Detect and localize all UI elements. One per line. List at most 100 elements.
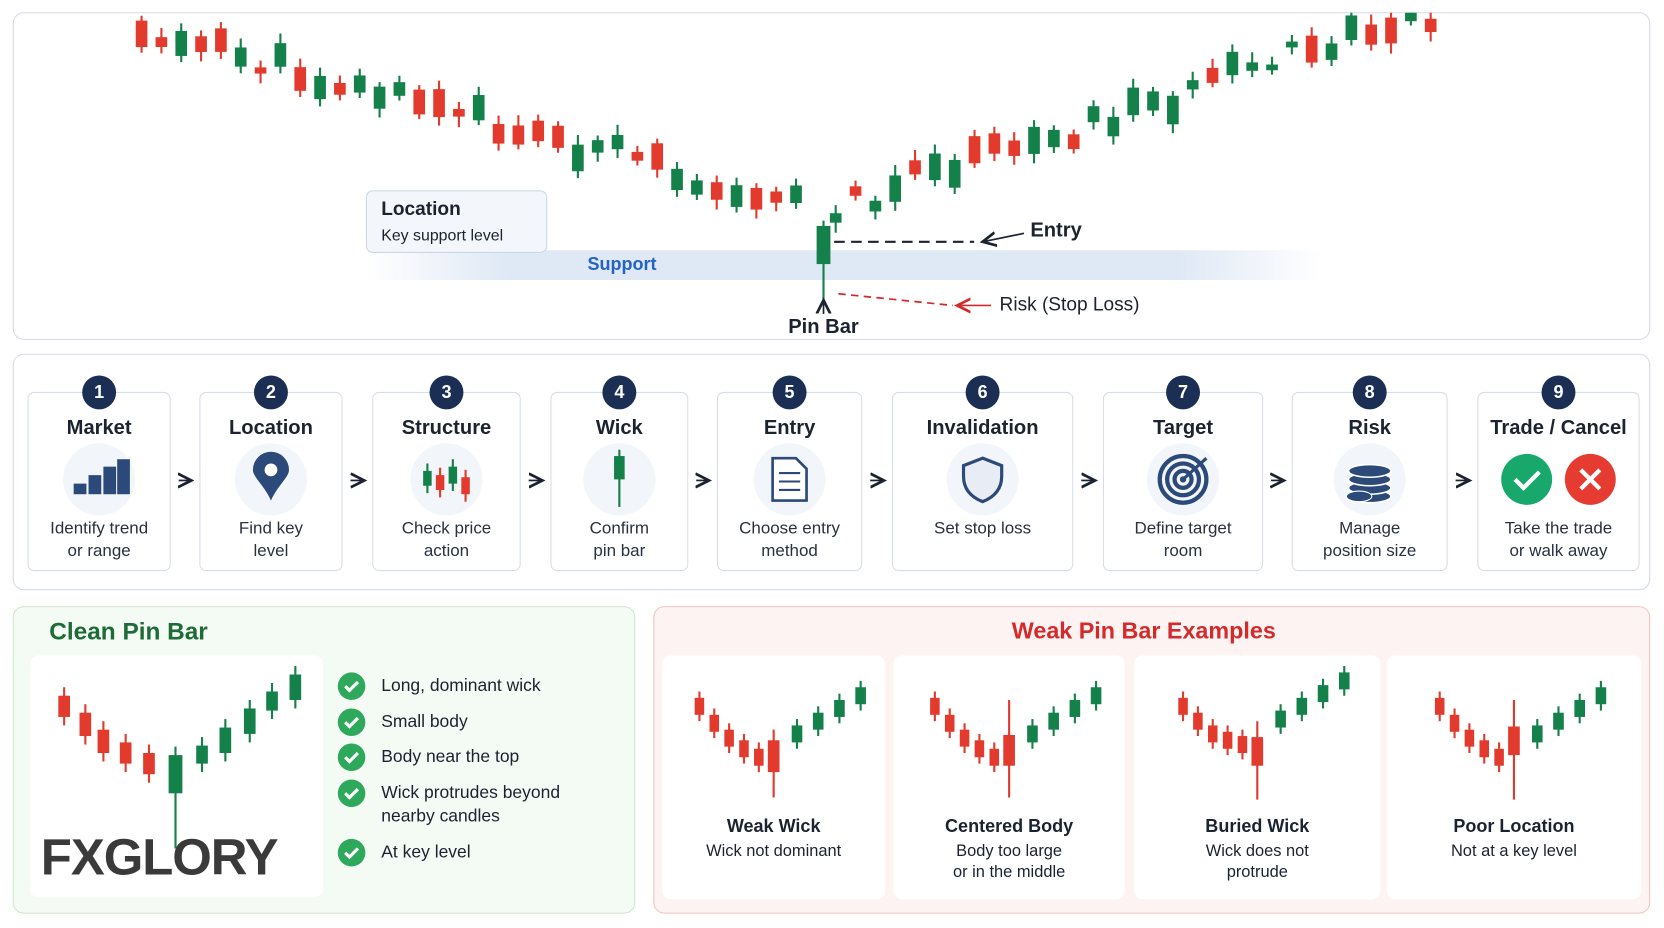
step-title: Wick	[596, 417, 644, 439]
candle-body	[512, 125, 525, 145]
candle-body	[1147, 91, 1159, 111]
step-description: Set stop loss	[934, 519, 1031, 538]
icon	[1165, 461, 1202, 498]
step-description: Define target	[1135, 519, 1232, 538]
candle-body	[1167, 95, 1179, 125]
candle-body	[930, 697, 940, 715]
candle-body	[816, 225, 831, 265]
candle-body	[423, 470, 432, 486]
step-description: Confirm	[590, 519, 649, 538]
icon	[103, 466, 117, 495]
candle-body	[314, 75, 326, 100]
candle-body	[1405, 12, 1417, 22]
step-description: Choose entry	[739, 519, 840, 538]
candle-body	[989, 748, 1000, 766]
step-description: or range	[68, 541, 131, 560]
candle-body	[135, 20, 148, 48]
candle-body	[492, 123, 505, 144]
logo: FXGLORY	[41, 829, 279, 886]
step-card: 6 Invalidation Set stop loss	[891, 375, 1074, 572]
risk-label: Risk (Stop Loss)	[1000, 294, 1140, 315]
step-description: level	[254, 541, 289, 560]
step-description: or walk away	[1509, 541, 1608, 560]
candle-body	[591, 140, 604, 153]
icon	[1181, 456, 1208, 481]
support-label: Support	[587, 254, 656, 274]
candle-body	[974, 740, 985, 758]
step-number: 2	[266, 382, 276, 402]
step-card: 5 Entry Choose entry method	[716, 375, 863, 572]
candle-body	[710, 182, 723, 200]
icon	[1347, 463, 1392, 479]
icon	[771, 456, 808, 502]
weak-example-description: protrude	[1227, 863, 1288, 881]
icon-bg	[410, 443, 483, 516]
step-title: Market	[67, 417, 132, 439]
candle-body	[1286, 41, 1298, 48]
candle-body	[461, 477, 470, 495]
step-description: room	[1164, 541, 1203, 560]
candle-body	[97, 729, 110, 754]
candle-body	[855, 687, 866, 705]
entry-arrow	[983, 233, 1025, 241]
candle-body	[791, 725, 803, 743]
candle-body	[1266, 64, 1278, 71]
candle-body	[243, 708, 256, 734]
candle-body	[1237, 736, 1248, 754]
step-description: Find key	[239, 519, 304, 538]
candle-body	[1178, 697, 1188, 715]
location-subtitle: Key support level	[381, 228, 503, 245]
candle-body	[254, 67, 267, 74]
step-number: 9	[1553, 382, 1563, 402]
step-badge	[253, 375, 288, 410]
candle-body	[959, 729, 970, 747]
step-title: Trade / Cancel	[1490, 417, 1627, 439]
chart-panel	[12, 12, 1651, 340]
check-text: Body near the top	[381, 746, 519, 766]
check-icon	[344, 751, 360, 764]
step-description: Manage	[1339, 519, 1400, 538]
icon	[73, 483, 87, 495]
candle-body	[472, 95, 485, 121]
candle-body	[393, 82, 406, 96]
step-description: Take the trade	[1505, 519, 1612, 538]
candle-body	[1048, 712, 1059, 730]
candle-body	[1434, 697, 1445, 715]
icon	[252, 451, 289, 501]
weak-card: Buried Wick Wick does not protrude	[1134, 655, 1381, 900]
pin-bar-label: Pin Bar	[788, 316, 859, 338]
candle-body	[1090, 687, 1102, 705]
candle-body	[691, 180, 703, 195]
candle-body	[266, 691, 278, 711]
candle-body	[750, 187, 763, 210]
candle-body	[1027, 725, 1038, 743]
step-number: 8	[1365, 382, 1375, 402]
icon	[1513, 470, 1541, 491]
candle-body	[433, 89, 445, 118]
candle-body	[1424, 18, 1437, 33]
step-badge	[772, 375, 807, 410]
candle-body	[289, 674, 302, 700]
weak-example-description: Wick not dominant	[706, 842, 842, 860]
step-description: Check price	[402, 519, 492, 538]
step-number: 1	[94, 382, 104, 402]
step-description: pin bar	[593, 541, 645, 560]
weak-example-title: Poor Location	[1453, 816, 1574, 836]
candle-body	[611, 134, 624, 150]
checklist: Long, dominant wick Small body Body near t…	[337, 672, 560, 867]
candle-body	[631, 151, 644, 161]
candle-body	[1531, 725, 1543, 743]
check-icon	[344, 787, 360, 800]
candle-body	[614, 456, 625, 480]
clean-title: Clean Pin Bar	[49, 619, 208, 646]
step-badge	[1352, 375, 1387, 410]
weak-card: Weak Wick Wick not dominant	[662, 655, 886, 900]
candle-body	[413, 89, 426, 115]
candle-body	[215, 28, 227, 52]
step-card: 9 Trade / Cancel Take the trade or walk awa…	[1477, 375, 1640, 572]
step-badge	[429, 375, 464, 410]
candle-body	[79, 712, 92, 737]
candle-body	[1207, 725, 1218, 743]
risk-line	[838, 292, 953, 307]
weak-example-description: Wick does not	[1206, 842, 1310, 860]
